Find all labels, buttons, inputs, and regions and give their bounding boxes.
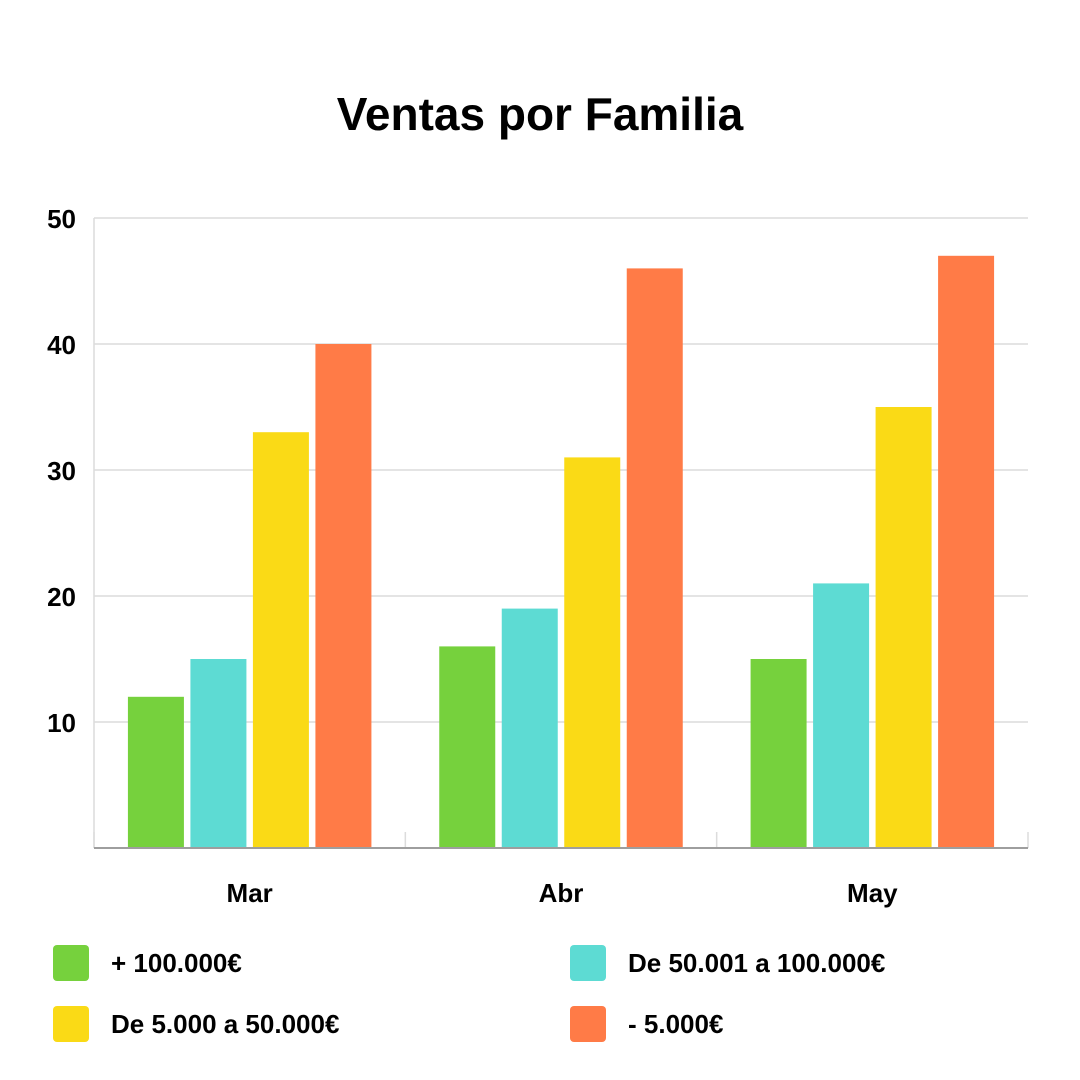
x-tick-labels: Mar Abr May: [227, 878, 899, 908]
x-tick-label: Mar: [227, 878, 273, 908]
x-tick-label: Abr: [539, 878, 584, 908]
gridlines: [94, 217, 1028, 723]
y-tick-labels: 10 20 30 40 50: [47, 204, 76, 738]
axes: [93, 218, 1029, 849]
legend-label: + 100.000€: [111, 947, 242, 978]
bar-abr-series-4: [626, 268, 683, 848]
chart-title: Ventas por Familia: [336, 88, 744, 140]
legend-label: - 5.000€: [628, 1008, 724, 1039]
bar-mar-series-4: [315, 344, 372, 848]
y-tick-label: 50: [47, 204, 76, 234]
legend-label: De 5.000 a 50.000€: [111, 1008, 340, 1039]
bar-may-series-4: [938, 255, 995, 849]
bar-mar-series-3: [252, 432, 309, 848]
legend-item-over-100000: + 100.000€: [53, 943, 242, 983]
legend-item-under-5000: - 5.000€: [570, 1004, 723, 1044]
legend-label: De 50.001 a 100.000€: [628, 947, 886, 978]
legend-swatch: [570, 945, 606, 981]
bar-abr-series-3: [564, 457, 621, 848]
bar-may-series-2: [813, 583, 870, 848]
legend-swatch: [53, 945, 89, 981]
y-tick-label: 10: [47, 708, 76, 738]
bar-abr-series-1: [439, 646, 496, 848]
y-tick-label: 40: [47, 330, 76, 360]
bar-may-series-3: [875, 407, 932, 848]
y-tick-label: 20: [47, 582, 76, 612]
bars: [127, 255, 995, 849]
bar-abr-series-2: [501, 608, 558, 848]
legend-swatch: [570, 1006, 606, 1042]
legend-item-50001-to-100000: De 50.001 a 100.000€: [570, 943, 885, 983]
legend-swatch: [53, 1006, 89, 1042]
bar-may-series-1: [750, 659, 807, 848]
x-tick-label: May: [847, 878, 898, 908]
legend-item-5000-to-50000: De 5.000 a 50.000€: [53, 1004, 339, 1044]
bar-mar-series-1: [127, 696, 184, 848]
bar-mar-series-2: [190, 659, 247, 848]
y-tick-label: 30: [47, 456, 76, 486]
